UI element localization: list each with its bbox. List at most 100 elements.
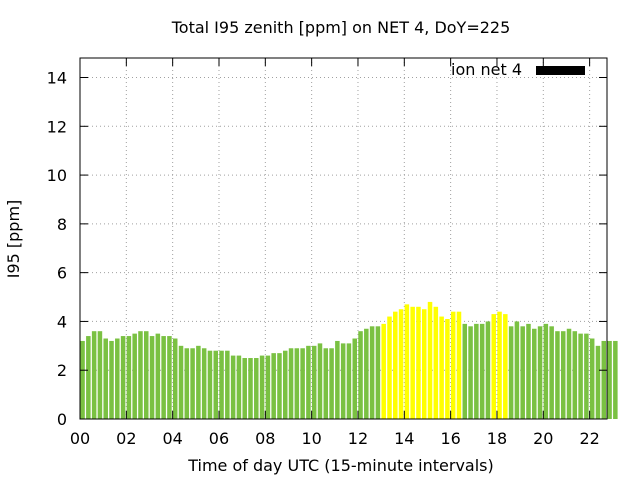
x-tick-label: 20	[533, 429, 553, 448]
bar	[537, 326, 543, 419]
bar	[364, 328, 369, 419]
bar	[514, 321, 520, 419]
bar	[607, 340, 612, 419]
bar	[474, 323, 479, 419]
y-tick-label: 8	[57, 215, 67, 234]
bar	[97, 331, 103, 419]
bar	[560, 331, 566, 419]
bar	[236, 355, 242, 419]
bar	[520, 326, 525, 419]
bar	[86, 336, 91, 419]
bar	[230, 355, 236, 419]
bar-highlight	[503, 314, 508, 419]
bar-highlight	[387, 316, 392, 419]
bar	[566, 328, 572, 419]
bar-highlight	[445, 318, 450, 419]
bar-highlight	[450, 311, 456, 419]
x-tick-label: 22	[579, 429, 599, 448]
x-tick-label: 10	[301, 429, 321, 448]
bar	[485, 321, 491, 419]
bar	[161, 336, 166, 419]
legend: ion net 4	[451, 60, 585, 79]
y-tick-label: 2	[57, 361, 67, 380]
bar	[306, 345, 311, 419]
bar	[144, 331, 149, 419]
x-axis-label: Time of day UTC (15-minute intervals)	[187, 456, 494, 475]
y-tick-label: 10	[47, 166, 67, 185]
x-tick-label: 00	[70, 429, 90, 448]
bars	[80, 301, 618, 419]
bar	[526, 323, 531, 419]
bar	[578, 333, 583, 419]
bar	[149, 336, 155, 419]
y-tick-label: 12	[47, 117, 67, 136]
x-tick-label: 06	[209, 429, 229, 448]
bar	[155, 333, 161, 419]
bar-highlight	[393, 311, 398, 419]
bar-highlight	[497, 311, 502, 419]
y-axis-label: I95 [ppm]	[4, 200, 23, 279]
bar	[248, 358, 253, 419]
x-tick-label: 12	[348, 429, 368, 448]
bar	[207, 350, 213, 419]
bar-highlight	[421, 309, 427, 419]
bar	[468, 326, 473, 419]
bar	[369, 326, 375, 419]
bar	[317, 343, 323, 419]
bar	[462, 323, 468, 419]
chart-title: Total I95 zenith [ppm] on NET 4, DoY=225	[171, 18, 511, 37]
bar	[375, 326, 381, 419]
bar	[259, 355, 265, 419]
bar	[201, 348, 207, 419]
x-tick-label: 16	[440, 429, 460, 448]
bar	[300, 348, 305, 419]
bar	[242, 358, 247, 419]
bar	[508, 326, 514, 419]
legend-label: ion net 4	[451, 60, 522, 79]
bar	[109, 340, 114, 419]
bar	[543, 323, 549, 419]
bar	[294, 348, 300, 419]
bar	[555, 331, 560, 419]
y-tick-label: 4	[57, 312, 67, 331]
y-tick-labels: 0 2 4 6 8 10 12 14	[47, 69, 67, 429]
bar	[190, 348, 195, 419]
y-tick-label: 14	[47, 69, 67, 88]
bar	[225, 350, 230, 419]
bar	[115, 338, 120, 419]
bar	[184, 348, 190, 419]
x-tick-label: 14	[394, 429, 414, 448]
bar-highlight	[439, 316, 444, 419]
bar-highlight	[427, 301, 433, 419]
bar-highlight	[491, 314, 496, 419]
bar	[288, 348, 294, 419]
bar	[595, 345, 601, 419]
bar	[254, 358, 259, 419]
bar	[103, 338, 108, 419]
bar	[80, 340, 85, 419]
bar-highlight	[433, 306, 439, 419]
bar	[271, 353, 276, 419]
x-tick-label: 02	[116, 429, 136, 448]
plot-frame	[79, 57, 608, 420]
bar	[277, 353, 282, 419]
bar	[265, 355, 271, 419]
bar-highlight	[416, 306, 421, 419]
bar-highlight	[456, 311, 462, 419]
bar	[126, 336, 132, 419]
bar	[329, 348, 334, 419]
bar	[346, 343, 352, 419]
bar-highlight	[410, 306, 415, 419]
bar	[613, 340, 618, 419]
bar	[91, 331, 97, 419]
bar	[213, 350, 219, 419]
bar	[479, 323, 485, 419]
bar	[532, 328, 537, 419]
x-tick-label: 04	[162, 429, 182, 448]
bar	[178, 345, 184, 419]
y-tick-label: 0	[57, 410, 67, 429]
bar-highlight	[381, 323, 386, 419]
bar	[549, 326, 554, 419]
bar-highlight	[404, 304, 410, 419]
bar	[219, 350, 224, 419]
